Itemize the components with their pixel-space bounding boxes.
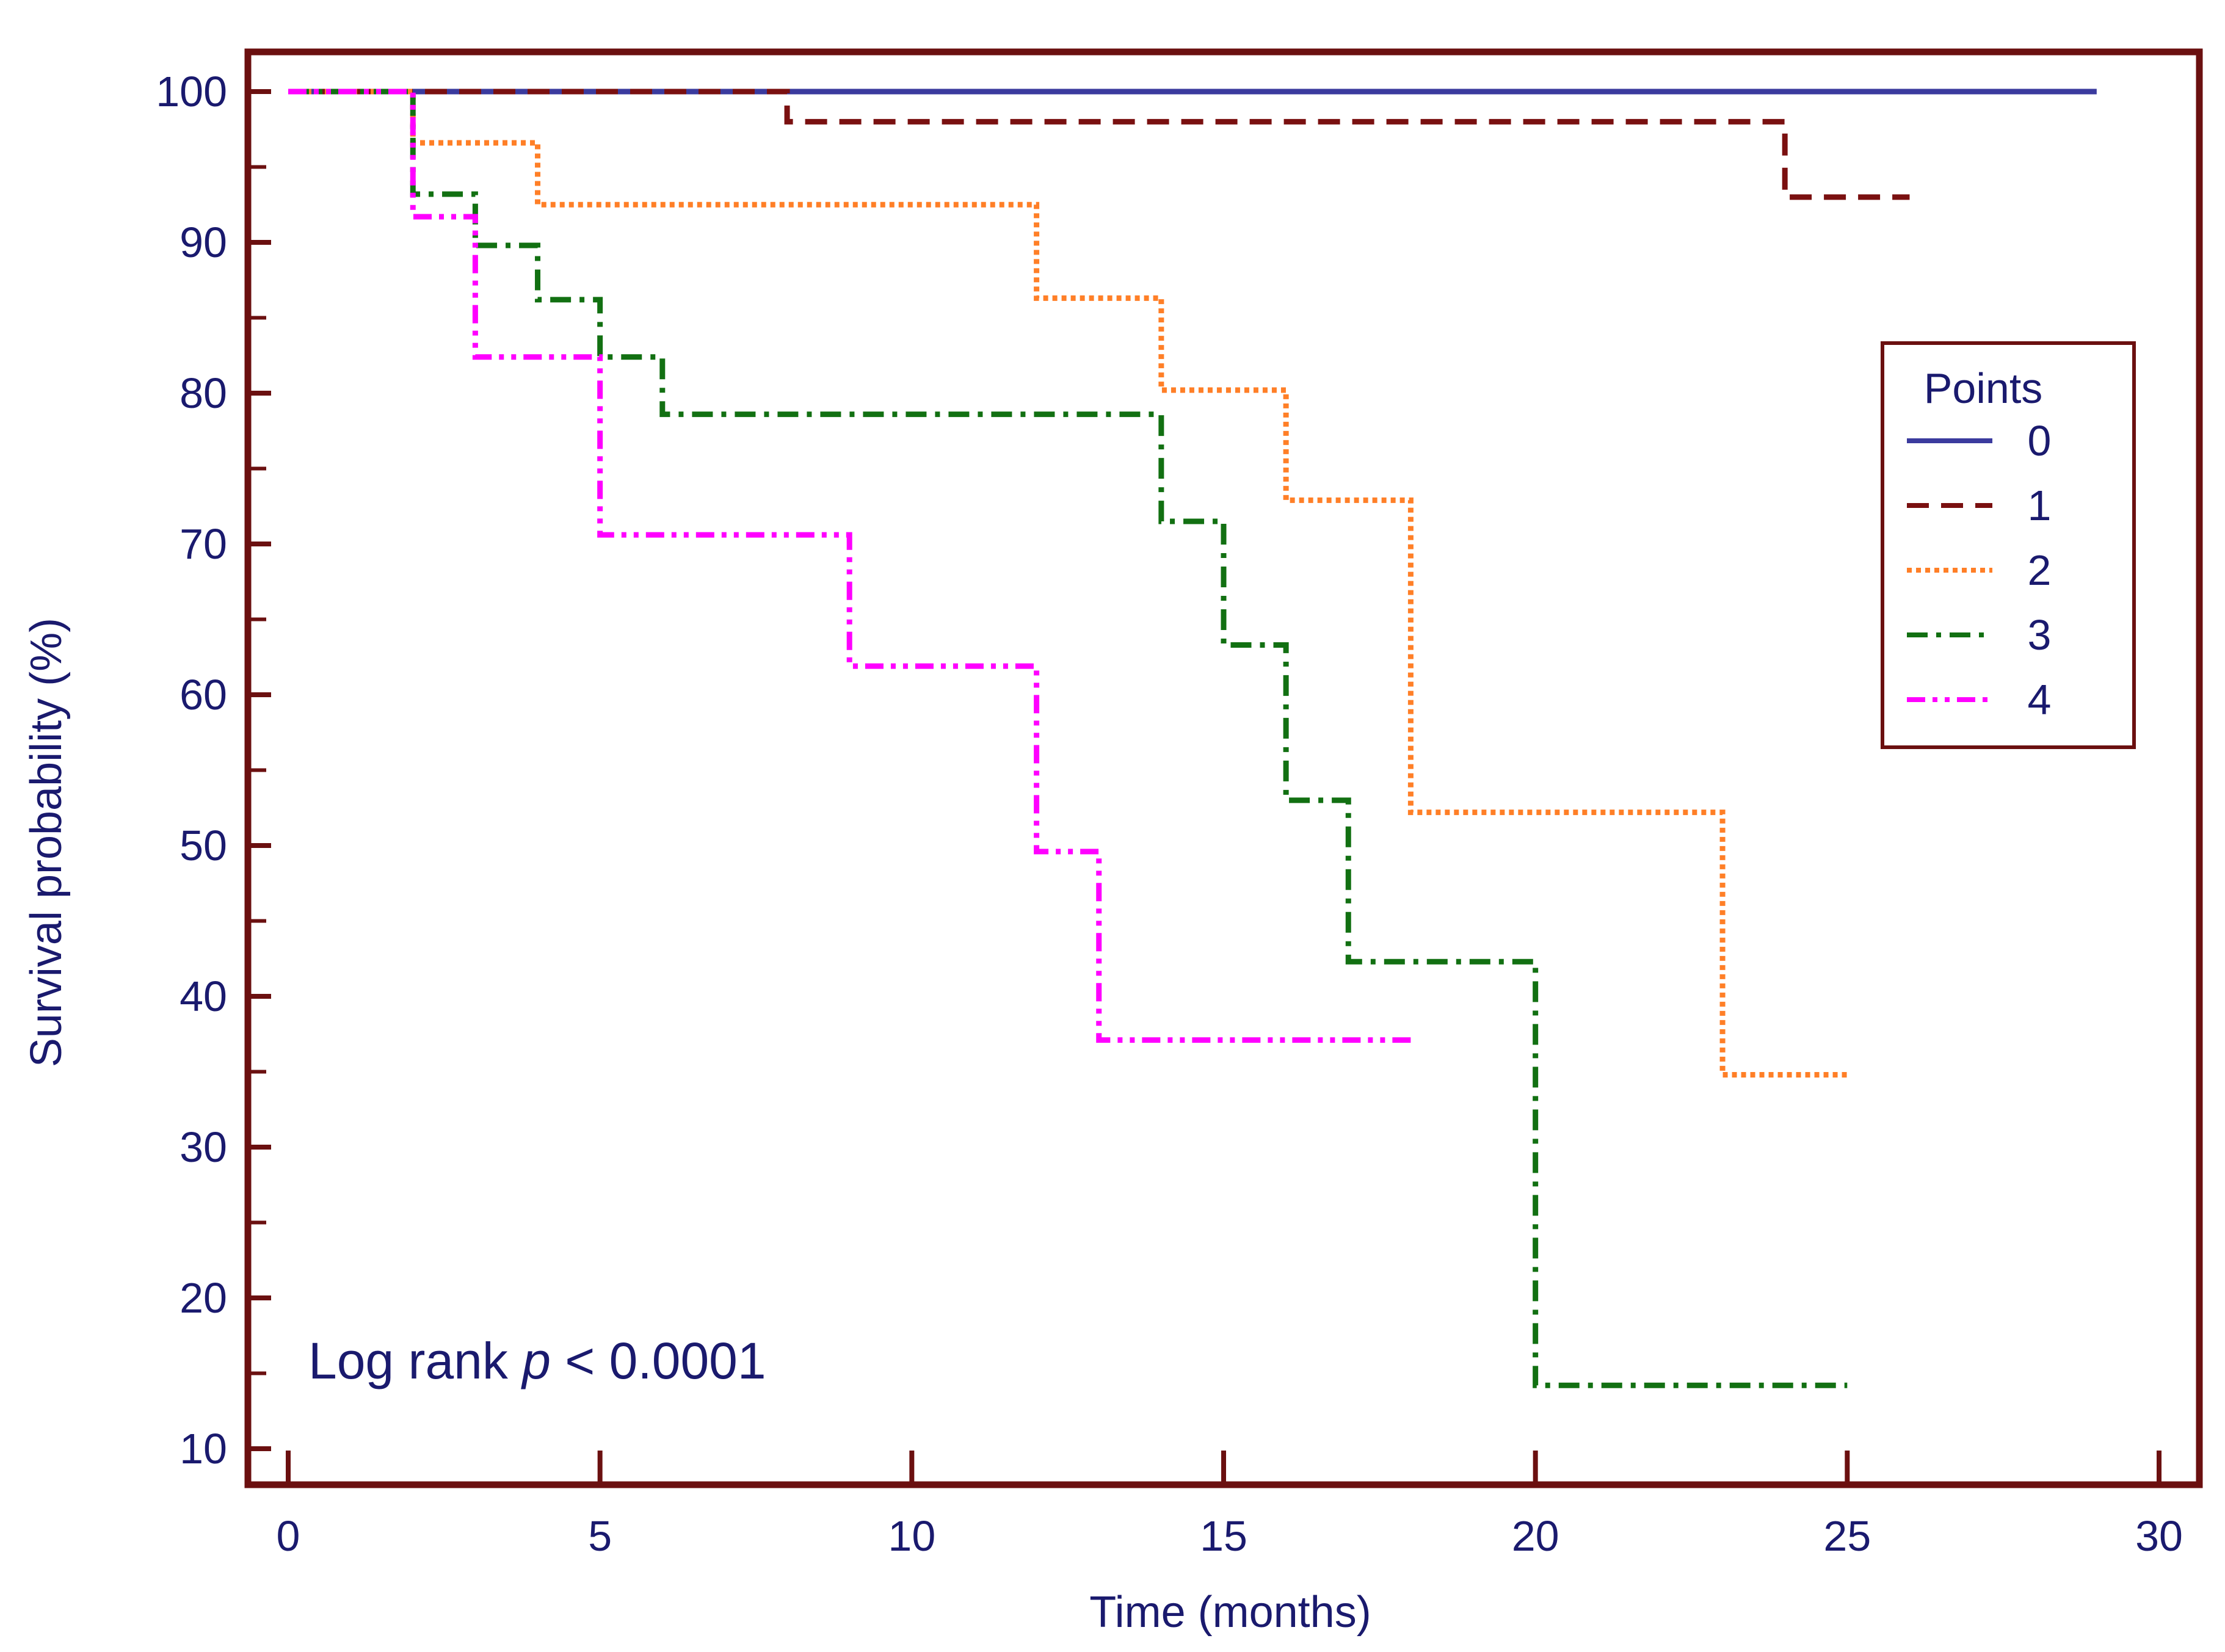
y-tick-label-60: 60 (180, 671, 227, 719)
y-tick-label-50: 50 (180, 822, 227, 869)
legend-items: 0 1 2 3 4 (1907, 417, 2051, 723)
annotation-prefix: Log rank (308, 1332, 522, 1389)
y-tick-label-70: 70 (180, 520, 227, 568)
y-tick-label-80: 80 (180, 369, 227, 417)
log-rank-annotation: Log rank p < 0.0001 (308, 1332, 766, 1389)
plot-frame (244, 48, 2203, 1488)
series-line-1 (288, 89, 1910, 200)
x-tick-label-5: 5 (588, 1512, 612, 1560)
legend-label-4: 4 (2028, 676, 2052, 723)
legend-title: Points (1924, 364, 2043, 412)
legend-label-1: 1 (2028, 482, 2052, 529)
x-tick-label-20: 20 (1512, 1512, 1559, 1560)
annotation-suffix: < 0.0001 (551, 1332, 766, 1389)
legend: Points 0 1 2 3 4 (1881, 341, 2136, 749)
y-tick-label-100: 100 (156, 68, 227, 115)
y-axis-title: Survival probability (%) (22, 618, 71, 1067)
series-line-4 (288, 89, 1411, 1043)
legend-label-3: 3 (2028, 611, 2052, 659)
legend-label-2: 2 (2028, 546, 2052, 594)
series-line-2 (288, 89, 1848, 1078)
y-tick-label-40: 40 (180, 973, 227, 1020)
x-tick-label-30: 30 (2135, 1512, 2183, 1560)
y-tick-label-90: 90 (180, 219, 227, 266)
x-tick-label-25: 25 (1823, 1512, 1871, 1560)
annotation-p: p (520, 1332, 551, 1389)
x-tick-label-15: 15 (1200, 1512, 1247, 1560)
series-layer (288, 89, 2097, 1388)
x-axis-title: Time (months) (1089, 1588, 1371, 1637)
x-tick-label-10: 10 (888, 1512, 935, 1560)
y-tick-label-10: 10 (180, 1425, 227, 1473)
x-tick-label-0: 0 (277, 1512, 300, 1560)
legend-label-0: 0 (2028, 417, 2052, 465)
y-tick-label-30: 30 (180, 1123, 227, 1171)
y-tick-label-20: 20 (180, 1274, 227, 1322)
legend-box (1881, 341, 2136, 749)
